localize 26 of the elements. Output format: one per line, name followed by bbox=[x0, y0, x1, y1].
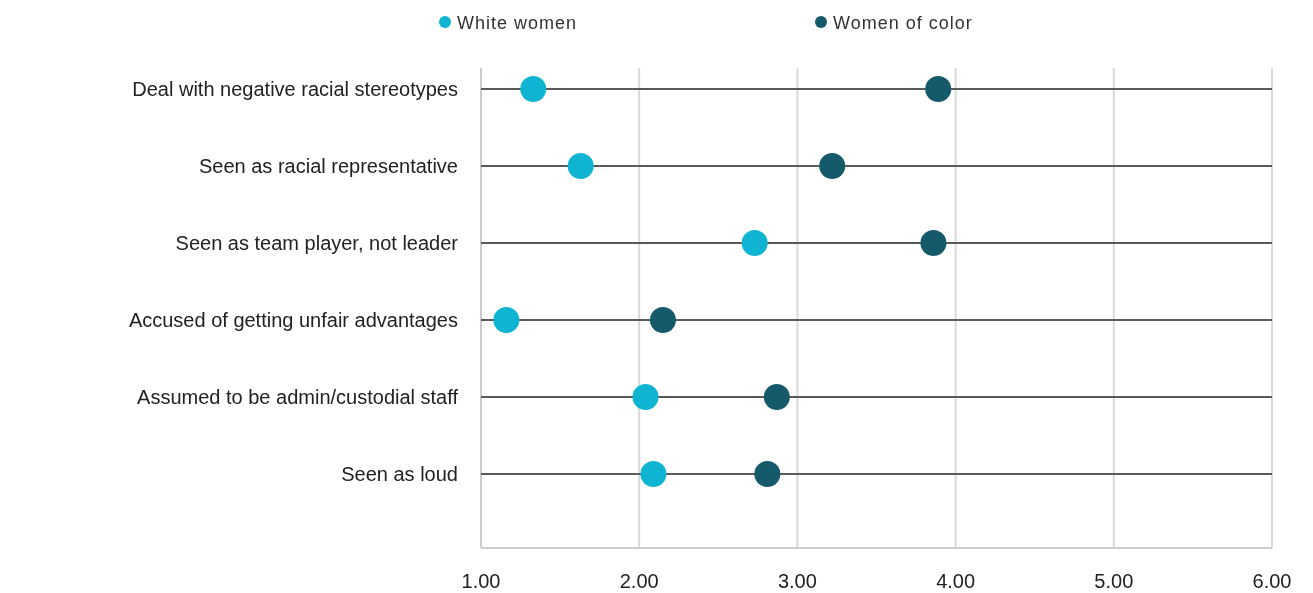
point bbox=[920, 230, 947, 256]
point bbox=[741, 230, 768, 256]
point bbox=[649, 307, 676, 333]
legend-label: White women bbox=[457, 13, 578, 33]
y-tick-label: Accused of getting unfair advantages bbox=[128, 309, 458, 331]
point bbox=[567, 153, 594, 179]
x-tick-label: 6.00 bbox=[1252, 570, 1292, 592]
x-tick-label: 1.00 bbox=[461, 570, 501, 592]
point bbox=[640, 461, 667, 487]
point bbox=[819, 153, 846, 179]
point bbox=[925, 76, 952, 102]
point bbox=[754, 461, 781, 487]
y-tick-label: Assumed to be admin/custodial staff bbox=[137, 386, 459, 408]
x-tick-label: 2.00 bbox=[619, 570, 659, 592]
x-tick-label: 5.00 bbox=[1094, 570, 1134, 592]
point bbox=[493, 307, 520, 333]
y-tick-label: Seen as team player, not leader bbox=[175, 232, 459, 254]
x-tick-label: 4.00 bbox=[936, 570, 976, 592]
point bbox=[763, 384, 790, 410]
point bbox=[520, 76, 547, 102]
legend-label: Women of color bbox=[833, 13, 973, 33]
y-tick-label: Deal with negative racial stereotypes bbox=[132, 78, 458, 100]
x-tick-label: 3.00 bbox=[777, 570, 817, 592]
y-tick-label: Seen as racial representative bbox=[198, 155, 458, 177]
point bbox=[632, 384, 659, 410]
y-tick-label: Seen as loud bbox=[341, 463, 458, 485]
